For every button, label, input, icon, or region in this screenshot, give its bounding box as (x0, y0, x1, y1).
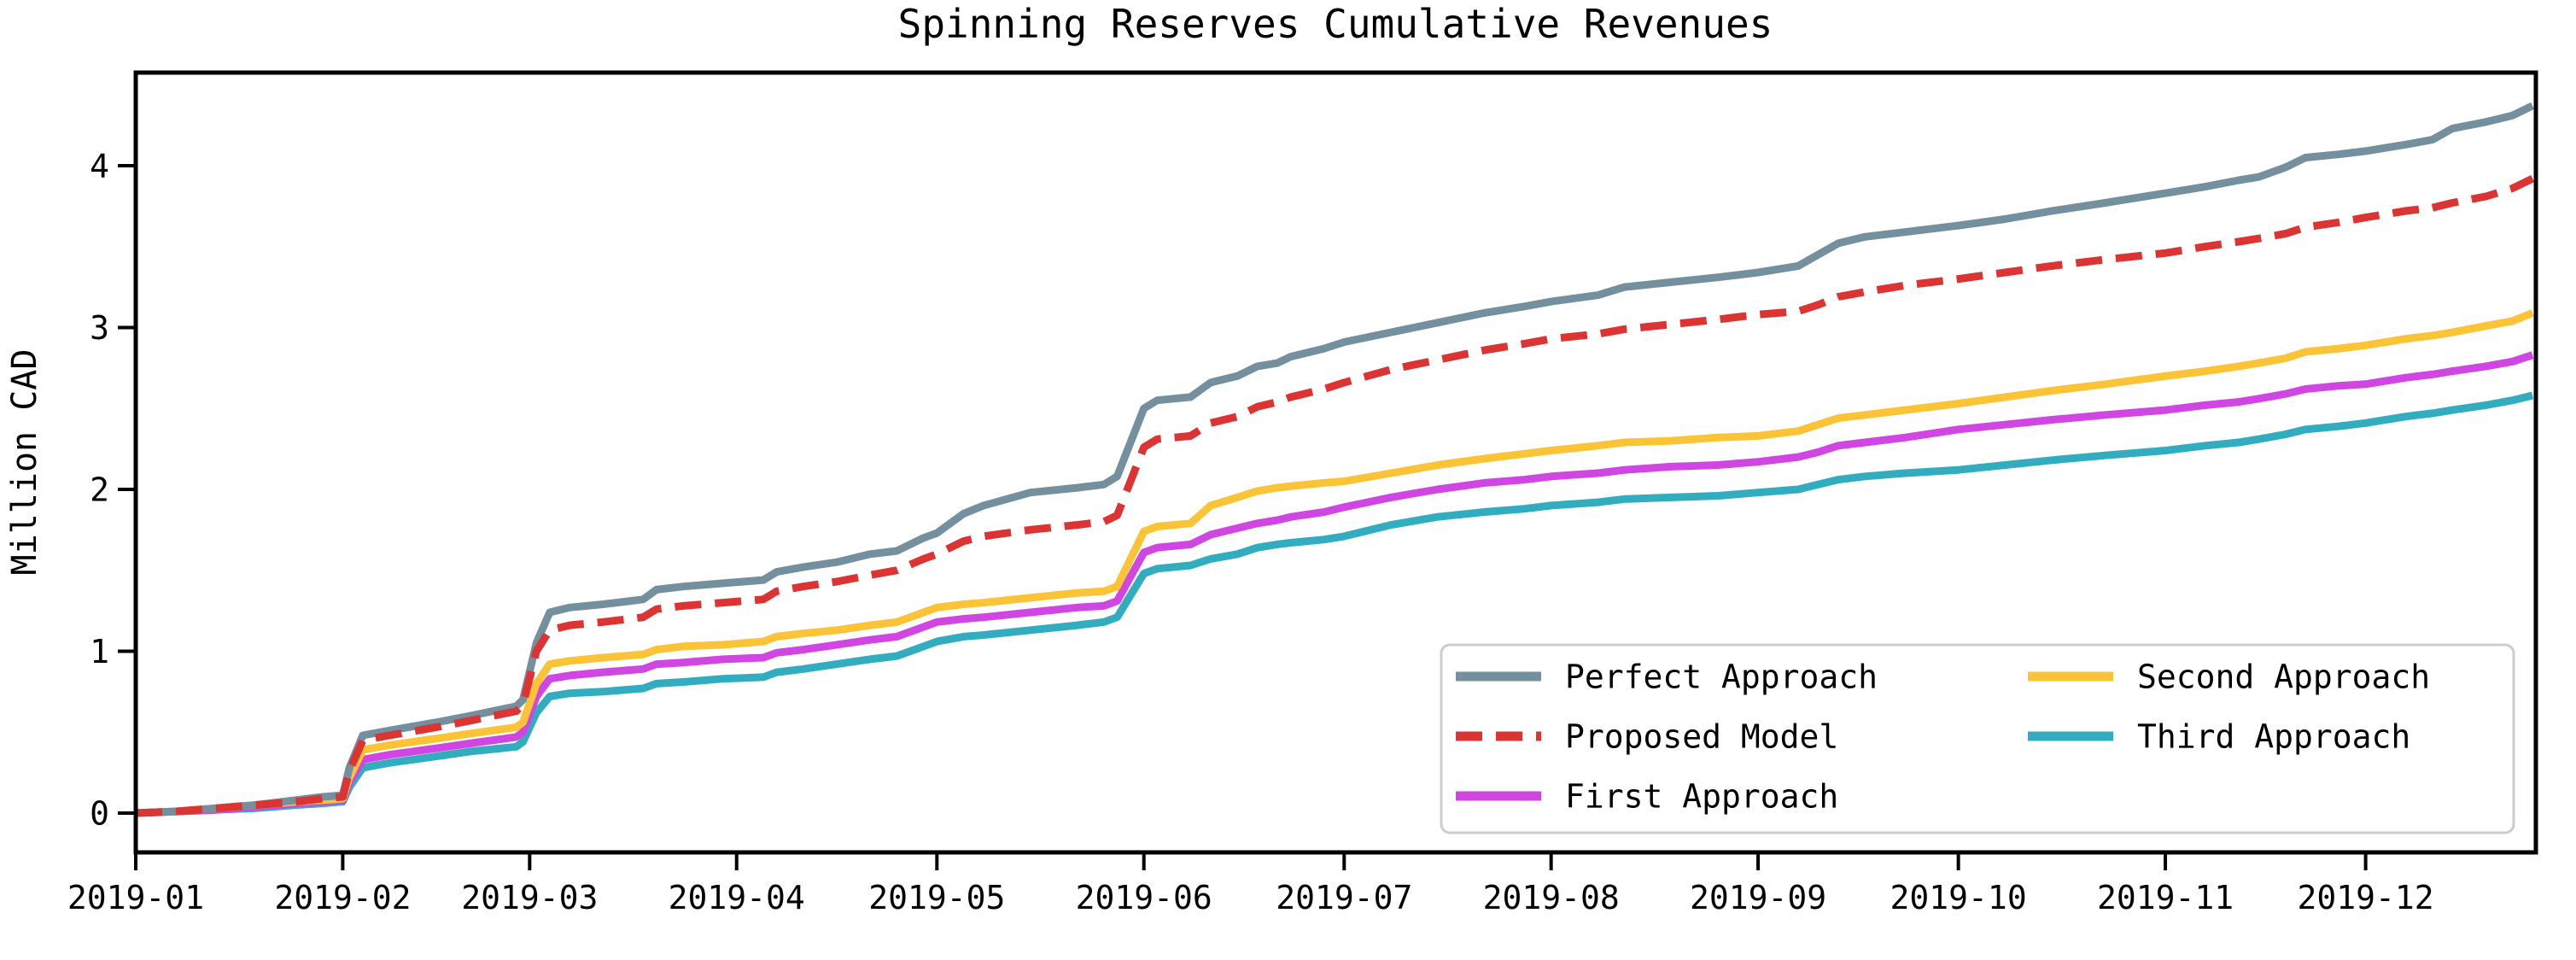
x-tick-label: 2019-02 (274, 879, 411, 916)
series-line-proposed-model (135, 175, 2535, 817)
legend: Perfect Approach Proposed Model First Appr… (1440, 643, 2515, 834)
legend-label-second-approach: Second Approach (2137, 658, 2430, 695)
y-tick-label: 3 (90, 309, 109, 347)
x-tick-label: 2019-09 (1690, 879, 1826, 916)
plot-frame (133, 70, 2538, 855)
legend-label-third-approach: Third Approach (2137, 717, 2410, 755)
chart-title: Spinning Reserves Cumulative Revenues (898, 1, 1773, 47)
series-line-third-approach (135, 391, 2534, 817)
y-axis: 0 1 2 3 4 (90, 147, 134, 832)
x-axis: 2019-01 2019-02 2019-03 2019-04 2019-05 2019-… (67, 854, 2434, 916)
x-tick-label: 2019-08 (1483, 879, 1620, 916)
series-line-second-approach (135, 309, 2534, 817)
x-tick-label: 2019-04 (669, 879, 805, 916)
y-tick-label: 2 (90, 471, 109, 508)
x-tick-label: 2019-01 (67, 879, 204, 916)
series-line-perfect-approach (135, 102, 2535, 817)
x-tick-label: 2019-03 (461, 879, 598, 916)
legend-label-first-approach: First Approach (1565, 777, 1838, 815)
legend-label-perfect-approach: Perfect Approach (1565, 658, 1878, 695)
y-axis-label: Million CAD (5, 349, 44, 576)
legend-box (1440, 643, 2515, 834)
y-tick-label: 4 (90, 147, 109, 184)
x-tick-label: 2019-07 (1276, 879, 1412, 916)
series-line-first-approach (135, 351, 2534, 817)
x-tick-label: 2019-11 (2097, 879, 2234, 916)
x-tick-label: 2019-10 (1890, 879, 2027, 916)
y-tick-label: 0 (90, 794, 109, 832)
series-layer (135, 102, 2535, 817)
x-tick-label: 2019-12 (2298, 879, 2434, 916)
x-tick-label: 2019-06 (1076, 879, 1212, 916)
x-tick-label: 2019-05 (868, 879, 1005, 916)
y-tick-label: 1 (90, 633, 109, 670)
legend-label-proposed-model: Proposed Model (1565, 717, 1838, 755)
